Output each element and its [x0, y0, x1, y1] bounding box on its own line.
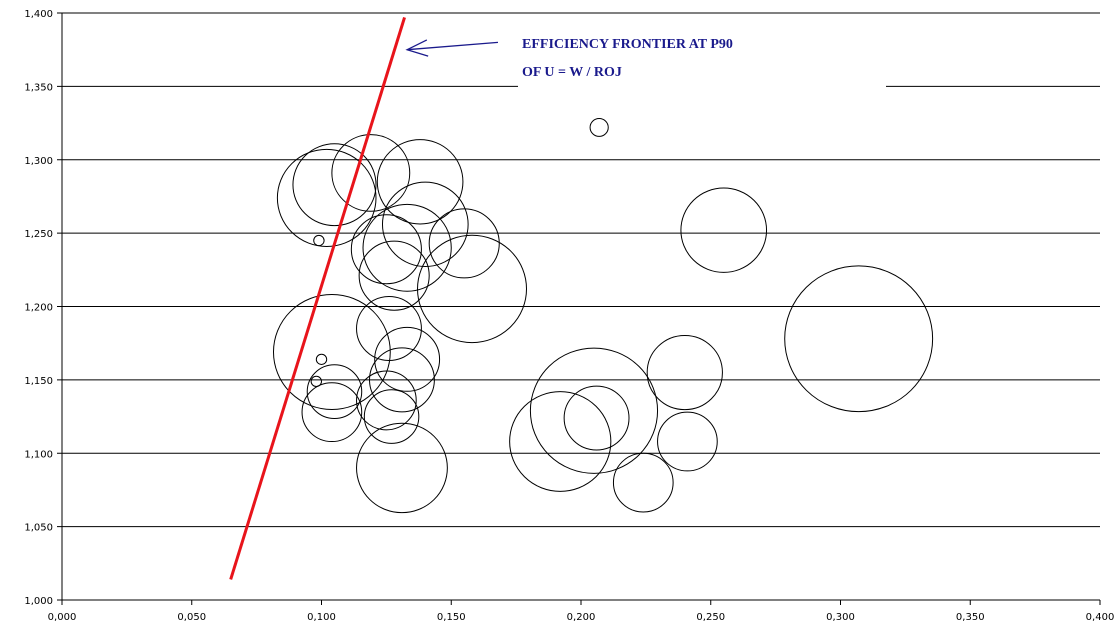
bubble	[358, 240, 430, 311]
x-tick-labels: 0,000 0,050 0,100 0,150 0,200 0,250 0,300 0,350…	[48, 612, 1115, 623]
bubble	[362, 203, 452, 292]
bubble	[369, 347, 435, 413]
y-tick-label: 1,100	[24, 449, 53, 460]
bubble	[350, 214, 422, 285]
y-tick-label: 1,350	[24, 82, 53, 93]
annotation: EFFICIENCY FRONTIER AT P90 OF U = W / RO…	[405, 30, 886, 94]
y-tick-label: 1,200	[24, 303, 53, 314]
y-tick-labels: 1,000 1,050 1,100 1,150 1,200 1,250 1,300 1,350…	[24, 9, 53, 607]
annotation-arrow-shaft	[407, 41, 499, 51]
bubble	[589, 118, 609, 137]
x-tick-label: 0,000	[48, 612, 77, 623]
annotation-line-2: OF U = W / ROJ	[522, 65, 622, 80]
bubble	[301, 382, 363, 443]
x-tick-label: 0,150	[437, 612, 466, 623]
bubble	[563, 385, 630, 451]
bubble-series	[272, 118, 934, 514]
annotation-line-1: EFFICIENCY FRONTIER AT P90	[522, 37, 733, 52]
bubble	[315, 353, 328, 365]
bubble	[272, 293, 391, 411]
x-tick-label: 0,050	[177, 612, 206, 623]
bubble	[417, 234, 528, 344]
y-tick-label: 1,050	[24, 523, 53, 534]
bubble	[428, 208, 500, 279]
bubble	[376, 139, 464, 225]
bubble	[292, 143, 377, 227]
gridlines	[62, 12, 1100, 528]
bubble	[306, 364, 363, 419]
bubble	[381, 181, 469, 267]
bubble	[680, 187, 768, 273]
y-tick-label: 1,400	[24, 9, 53, 20]
y-tick-label: 1,150	[24, 376, 53, 387]
bubble	[529, 347, 659, 474]
bubble	[657, 411, 718, 472]
y-tick-label: 1,300	[24, 156, 53, 167]
x-tick-label: 0,100	[307, 612, 336, 623]
bubble	[313, 234, 325, 247]
bubble	[310, 375, 322, 387]
x-tick-label: 0,400	[1086, 612, 1115, 623]
bubble	[784, 265, 934, 413]
bubble	[363, 389, 420, 444]
x-tick-label: 0,200	[567, 612, 596, 623]
annotation-background	[518, 30, 886, 94]
bubble	[276, 148, 377, 247]
bubble	[612, 452, 674, 513]
axes	[57, 12, 1101, 605]
frontier-layer	[229, 16, 406, 580]
bubble	[356, 370, 417, 431]
x-tick-label: 0,250	[696, 612, 725, 623]
bubble	[374, 326, 441, 392]
efficiency-frontier-line	[229, 16, 406, 580]
y-tick-label: 1,000	[24, 596, 53, 607]
y-tick-label: 1,250	[24, 229, 53, 240]
x-tick-label: 0,350	[956, 612, 985, 623]
bubble	[646, 334, 723, 411]
bubble	[509, 391, 612, 492]
annotation-arrow-head	[405, 39, 429, 57]
bubble	[331, 134, 411, 212]
bubble	[356, 296, 422, 361]
bubble	[356, 422, 448, 514]
x-tick-label: 0,300	[826, 612, 855, 623]
